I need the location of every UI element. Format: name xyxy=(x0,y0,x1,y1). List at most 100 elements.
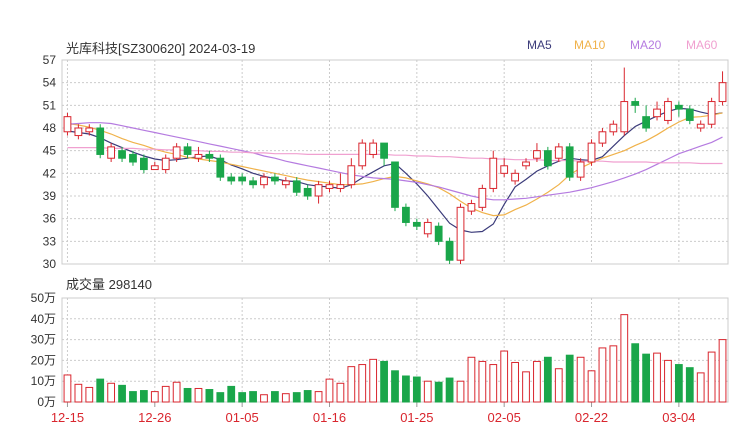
candle-body xyxy=(172,146,181,159)
volume-bar xyxy=(85,386,94,403)
candle-body xyxy=(161,157,170,171)
x-tick-label: 01-05 xyxy=(226,410,259,425)
candle-body xyxy=(423,221,432,235)
volume-bar xyxy=(96,378,105,403)
volume-bar xyxy=(172,381,181,403)
candle-body xyxy=(674,104,683,110)
volume-bar xyxy=(489,364,498,403)
candle-body xyxy=(249,180,257,186)
volume-y-tick-label: 20万 xyxy=(31,353,56,367)
volume-bar xyxy=(707,351,716,403)
candle-body xyxy=(653,108,661,118)
candle-body xyxy=(533,150,541,159)
volume-bar xyxy=(161,385,170,403)
candle-body xyxy=(467,203,476,212)
volume-y-tick-label: 0万 xyxy=(37,395,56,409)
volume-y-tick-label: 40万 xyxy=(31,312,56,326)
candle-body xyxy=(271,176,279,182)
price-y-tick-label: 51 xyxy=(43,98,57,112)
volume-bar xyxy=(183,387,192,403)
volume-bar xyxy=(412,376,421,403)
volume-bar xyxy=(238,392,247,403)
candle-body xyxy=(391,161,399,208)
candle-body xyxy=(118,150,126,159)
price-y-tick-label: 30 xyxy=(43,257,57,271)
volume-bar xyxy=(205,389,214,403)
x-tick-label: 12-26 xyxy=(138,410,171,425)
volume-bar xyxy=(129,391,137,403)
volume-bar xyxy=(467,356,476,403)
price-y-tick-label: 57 xyxy=(43,53,57,67)
candle-body xyxy=(281,180,290,186)
volume-bar xyxy=(620,314,629,403)
volume-bar xyxy=(303,390,312,403)
candle-body xyxy=(598,131,607,144)
candle-body xyxy=(412,221,421,227)
candle-body xyxy=(227,176,236,182)
candle-body xyxy=(511,172,519,182)
volume-bar xyxy=(696,372,705,403)
volume-bar xyxy=(500,350,509,403)
x-tick-label: 03-04 xyxy=(662,410,695,425)
volume-bar xyxy=(369,358,378,403)
candle-body xyxy=(565,146,574,178)
candle-body xyxy=(63,116,72,133)
candle-body xyxy=(685,108,694,121)
candle-body xyxy=(85,127,94,133)
candle-body xyxy=(543,150,552,167)
price-y-tick-label: 39 xyxy=(43,189,57,203)
volume-bar xyxy=(554,368,563,403)
candle-body xyxy=(358,142,367,167)
volume-bar xyxy=(271,391,279,403)
volume-bar xyxy=(609,345,618,403)
candle-body xyxy=(347,165,356,186)
candle-body xyxy=(129,153,137,163)
candle-body xyxy=(369,142,378,155)
candle-body xyxy=(150,165,159,171)
x-axis-labels: 12-15 12-26 01-05 01-16 01-25 02-05 02-22 03-04… xyxy=(51,410,696,425)
volume-bars xyxy=(63,314,727,403)
volume-bar xyxy=(598,347,607,403)
volume-bar xyxy=(664,359,672,403)
volume-bar xyxy=(653,352,661,403)
candle-body xyxy=(74,127,83,137)
volume-bar xyxy=(565,354,574,403)
candle-body xyxy=(292,180,301,193)
candle-body xyxy=(696,123,705,129)
volume-bar xyxy=(718,339,727,403)
candle-body xyxy=(489,157,498,189)
candle-body xyxy=(402,206,410,223)
volume-bar xyxy=(358,364,367,403)
volume-bar xyxy=(63,374,72,403)
candle-body xyxy=(522,161,530,167)
x-tick-label: 01-25 xyxy=(400,410,433,425)
candle-body xyxy=(500,165,509,174)
x-tick-label: 01-16 xyxy=(313,410,346,425)
volume-bar xyxy=(445,377,454,403)
price-y-tick-label: 48 xyxy=(43,121,57,135)
candle-body xyxy=(707,101,716,125)
candle-body xyxy=(478,187,487,208)
candle-body xyxy=(576,161,585,178)
volume-bar xyxy=(150,391,159,403)
legend-item-ma5: MA5 xyxy=(527,38,552,52)
candle-body xyxy=(456,206,465,261)
volume-bar xyxy=(576,356,585,403)
volume-y-tick-label: 10万 xyxy=(31,374,56,388)
volume-bar xyxy=(587,370,596,403)
volume-bar xyxy=(402,375,410,403)
volume-bar xyxy=(423,380,432,403)
volume-bar xyxy=(456,380,465,403)
candle-body xyxy=(96,127,105,155)
candle-body xyxy=(336,184,345,189)
volume-bar xyxy=(380,360,388,403)
y-axis-labels: 57 54 51 48 45 42 39 36 33 30 50万 40万 30万 20万 10万 0万 xyxy=(31,53,57,409)
volume-bar xyxy=(685,367,694,403)
candlestick-series xyxy=(63,67,727,264)
volume-bar xyxy=(140,390,148,403)
candle-body xyxy=(194,153,203,159)
candle-body xyxy=(314,184,323,197)
price-y-tick-label: 54 xyxy=(43,76,57,90)
volume-bar xyxy=(543,356,552,403)
